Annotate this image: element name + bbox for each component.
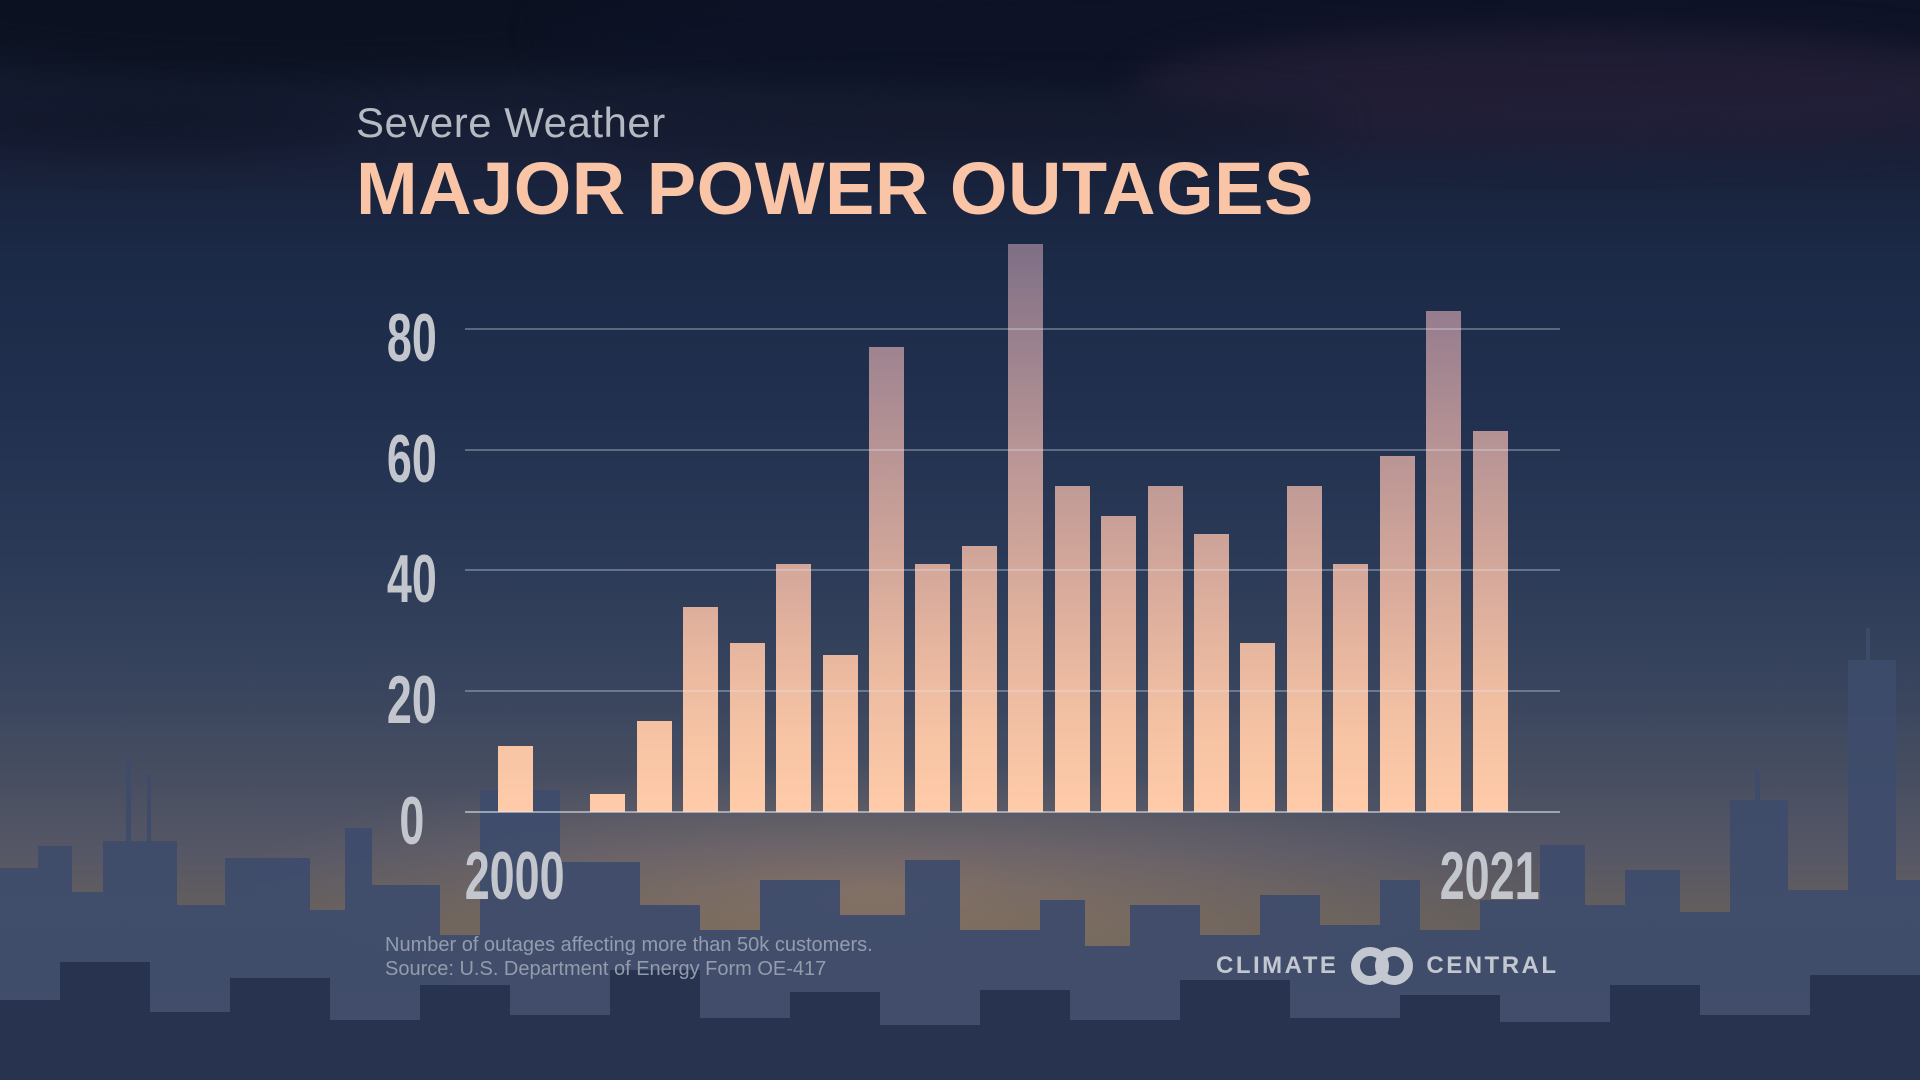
bar-2002 bbox=[590, 793, 626, 812]
x-tick-2000: 2000 bbox=[465, 838, 565, 914]
logo-rings-icon bbox=[1351, 947, 1414, 985]
footnote-line2: Source: U.S. Department of Energy Form O… bbox=[385, 958, 827, 980]
bar-2016 bbox=[1240, 642, 1276, 812]
bar-2010 bbox=[961, 546, 997, 812]
bar-2004 bbox=[683, 606, 719, 812]
bar-2008 bbox=[868, 346, 904, 812]
bar-2009 bbox=[915, 564, 951, 812]
gridline-40 bbox=[465, 569, 1560, 572]
bar-2005 bbox=[729, 642, 765, 812]
skyline-front bbox=[0, 962, 1920, 1080]
bar-2017 bbox=[1286, 485, 1322, 812]
bar-2014 bbox=[1147, 485, 1183, 812]
footnote: Number of outages affecting more than 50… bbox=[385, 933, 873, 981]
gridline-80 bbox=[465, 327, 1560, 330]
y-tick-40: 40 bbox=[387, 541, 437, 618]
y-tick-20: 20 bbox=[387, 662, 437, 739]
bar-2007 bbox=[822, 654, 858, 812]
bar-2003 bbox=[636, 721, 672, 812]
chart-title: MAJOR POWER OUTAGES bbox=[356, 147, 1314, 231]
y-tick-0: 0 bbox=[399, 783, 425, 859]
cloud bbox=[580, 92, 1340, 156]
gridline-60 bbox=[465, 448, 1560, 451]
bar-2018 bbox=[1333, 564, 1369, 812]
y-tick-80: 80 bbox=[387, 299, 437, 376]
cloud bbox=[0, 95, 360, 151]
x-tick-2021: 2021 bbox=[1440, 838, 1540, 914]
bar-2011 bbox=[1008, 244, 1044, 812]
logo-central-text: CENTRAL bbox=[1426, 952, 1559, 979]
climate-central-logo: CLIMATE CENTRAL bbox=[1216, 944, 1559, 988]
bar-2006 bbox=[776, 564, 812, 812]
bar-2015 bbox=[1193, 534, 1229, 812]
title-block: Severe Weather MAJOR POWER OUTAGES bbox=[356, 99, 1314, 231]
bar-2012 bbox=[1054, 485, 1090, 812]
bar-2013 bbox=[1101, 516, 1137, 812]
bar-2019 bbox=[1379, 455, 1415, 812]
skyline-back bbox=[0, 628, 1920, 1080]
chart-kicker: Severe Weather bbox=[356, 99, 666, 146]
logo-climate-text: CLIMATE bbox=[1216, 952, 1339, 979]
footnote-line1: Number of outages affecting more than 50… bbox=[385, 934, 873, 956]
bar-2020 bbox=[1426, 310, 1462, 812]
y-tick-60: 60 bbox=[387, 420, 437, 497]
bar-2000 bbox=[497, 745, 533, 812]
gridline-0 bbox=[465, 811, 1560, 813]
gridline-20 bbox=[465, 690, 1560, 693]
bar-2021 bbox=[1472, 431, 1508, 812]
